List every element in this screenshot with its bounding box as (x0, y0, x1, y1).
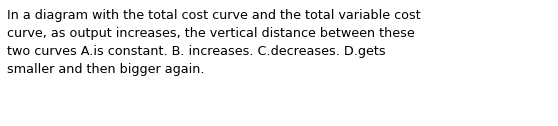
Text: In a diagram with the total cost curve and the total variable cost
curve, as out: In a diagram with the total cost curve a… (7, 9, 421, 76)
